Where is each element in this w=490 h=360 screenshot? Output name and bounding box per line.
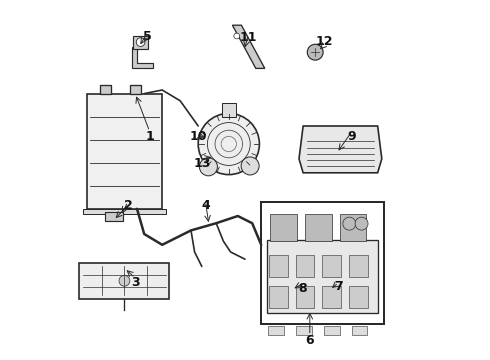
Bar (261, 202, 384, 324)
Bar (305, 214, 332, 241)
Bar (296, 255, 315, 277)
Bar (340, 214, 367, 241)
Circle shape (343, 217, 356, 230)
Text: 13: 13 (193, 157, 211, 170)
Text: 2: 2 (123, 199, 132, 212)
Bar (79, 263, 170, 299)
Bar (352, 326, 368, 335)
Bar (267, 240, 378, 313)
Bar (269, 326, 284, 335)
Circle shape (234, 33, 240, 39)
Bar (270, 286, 288, 308)
Text: 8: 8 (298, 282, 307, 294)
Bar (133, 36, 148, 49)
Bar (322, 255, 341, 277)
Bar (104, 212, 122, 221)
Bar (100, 85, 111, 94)
Bar (322, 286, 341, 308)
Bar (324, 326, 340, 335)
Circle shape (307, 44, 323, 60)
Polygon shape (299, 126, 382, 173)
Circle shape (355, 217, 368, 230)
Bar (296, 286, 315, 308)
Text: 11: 11 (240, 31, 257, 44)
Bar (349, 286, 368, 308)
Circle shape (136, 38, 145, 46)
Bar (221, 103, 236, 117)
Circle shape (241, 157, 259, 175)
Text: 6: 6 (305, 334, 314, 347)
Bar (296, 326, 312, 335)
Bar (87, 94, 162, 209)
Polygon shape (232, 25, 265, 68)
Bar (270, 214, 297, 241)
Bar (130, 85, 141, 94)
Bar (270, 255, 288, 277)
Text: 7: 7 (334, 280, 343, 293)
Text: 1: 1 (145, 130, 154, 143)
Circle shape (119, 275, 130, 286)
Polygon shape (132, 47, 153, 68)
Text: 12: 12 (316, 35, 333, 48)
Text: 9: 9 (347, 130, 356, 143)
Text: 10: 10 (190, 130, 207, 143)
Text: 4: 4 (201, 199, 210, 212)
Bar (83, 209, 166, 214)
Circle shape (199, 158, 218, 176)
Text: 5: 5 (144, 30, 152, 42)
Bar (349, 255, 368, 277)
Circle shape (198, 113, 259, 175)
Text: 3: 3 (131, 276, 140, 289)
